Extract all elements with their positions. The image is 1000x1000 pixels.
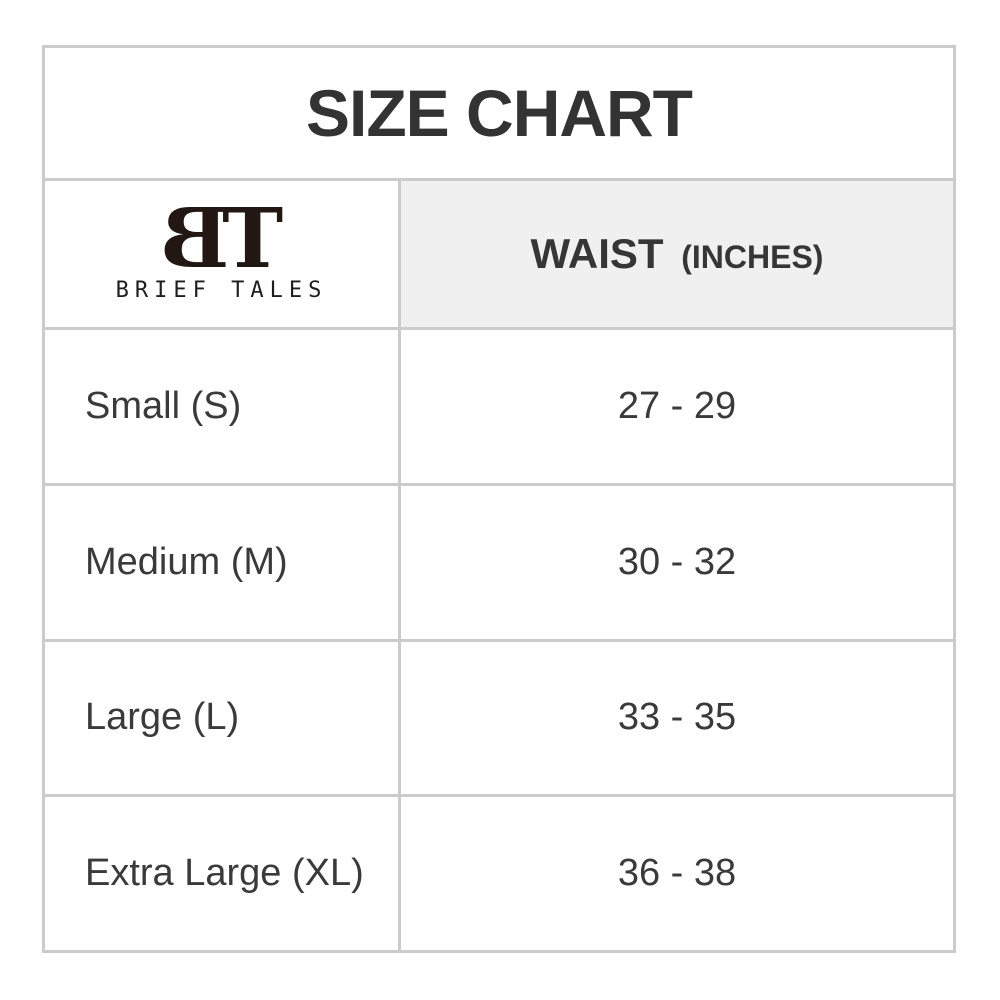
table-row: Medium (M) 30 - 32 [45,482,953,639]
waist-value: 27 - 29 [398,330,953,483]
waist-value: 33 - 35 [398,641,953,795]
logo-letter-t-icon: T [222,190,284,287]
title-row: SIZE CHART [45,48,953,178]
size-label: Small (S) [45,330,398,483]
page-title: SIZE CHART [306,76,693,150]
waist-label-main: WAIST [530,230,664,277]
brand-name: BRIEF TALES [115,278,328,304]
waist-header-label: WAIST (INCHES) [531,230,824,278]
waist-header-cell: WAIST (INCHES) [398,181,953,327]
size-label: Large (L) [45,641,398,795]
size-label: Extra Large (XL) [45,797,398,950]
waist-label-unit: (INCHES) [681,239,824,275]
table-row: Large (L) 33 - 35 [45,638,953,795]
size-label: Medium (M) [45,485,398,639]
brand-logo-cell: B T BRIEF TALES [45,181,398,327]
size-chart-table: SIZE CHART B T BRIEF TALES WAIST (INCHES… [42,45,956,953]
waist-value: 30 - 32 [398,485,953,639]
table-row: Small (S) 27 - 29 [45,327,953,483]
table-row: Extra Large (XL) 36 - 38 [45,794,953,950]
brand-logo: B T [159,190,284,287]
logo-letter-b-mirrored-icon: B [159,190,230,287]
header-row: B T BRIEF TALES WAIST (INCHES) [45,178,953,327]
waist-value: 36 - 38 [398,797,953,950]
